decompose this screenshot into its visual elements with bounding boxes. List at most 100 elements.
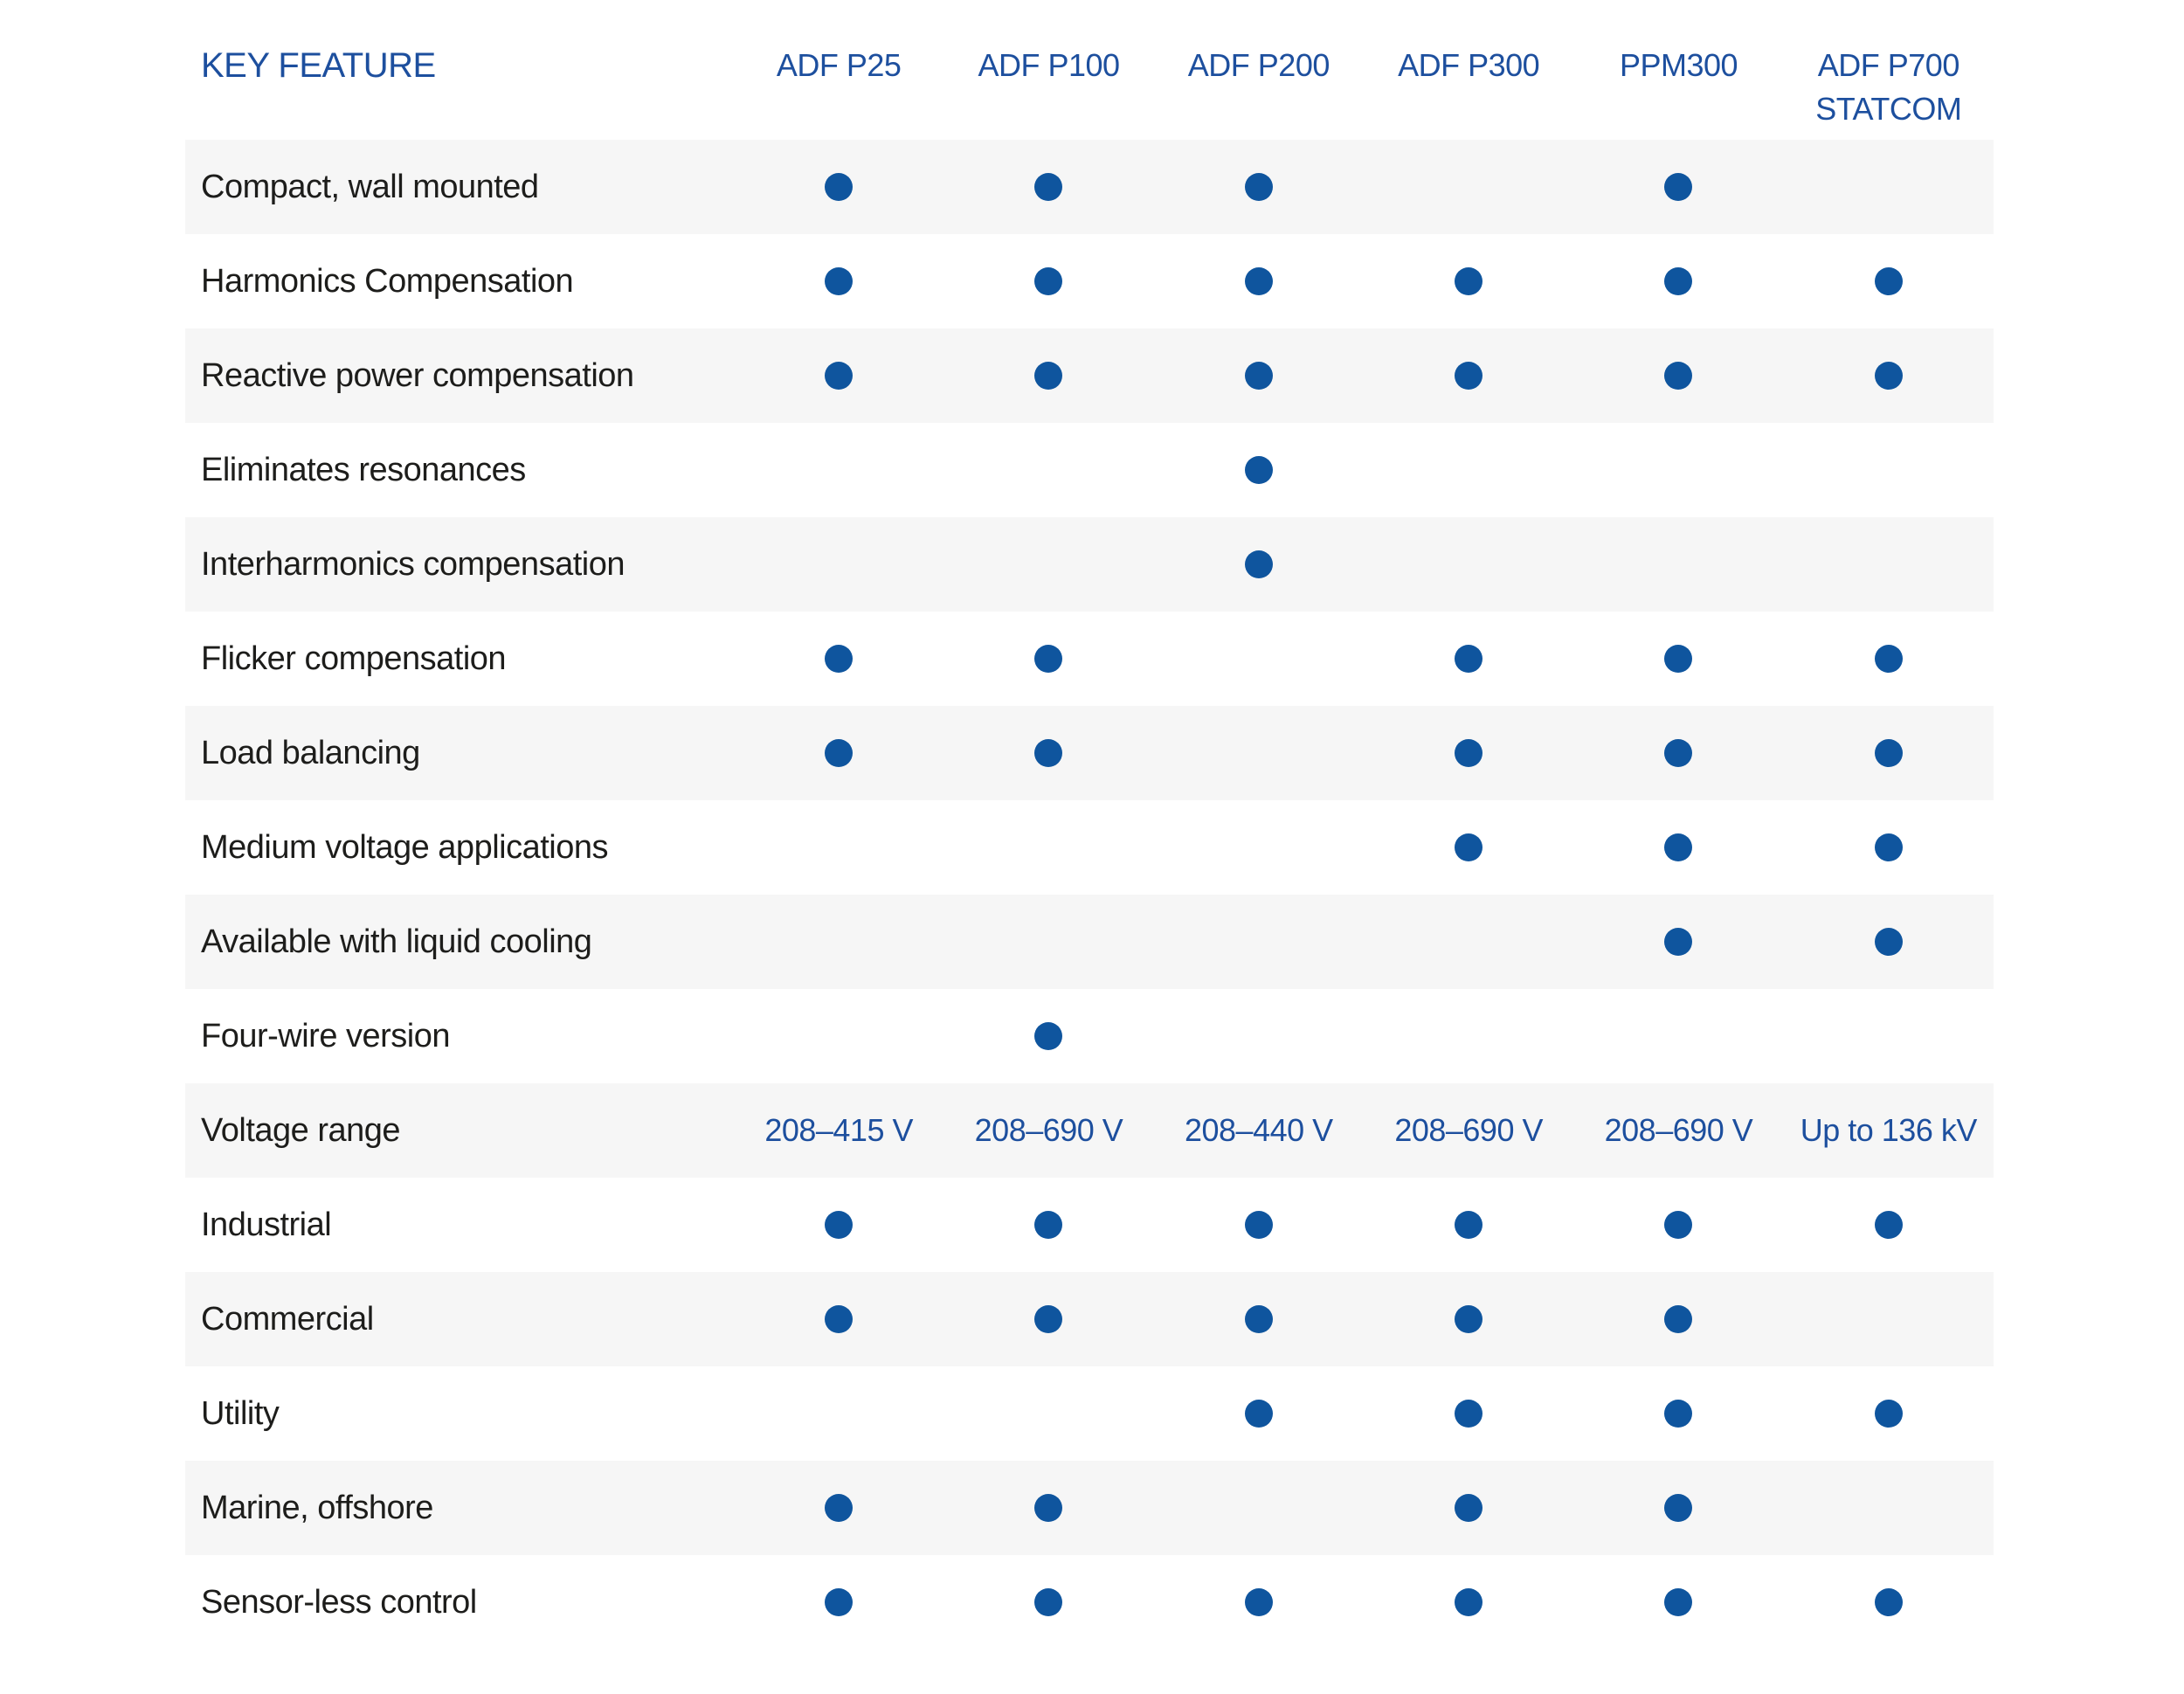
feature-dot-icon xyxy=(1034,1211,1063,1239)
feature-dot-icon xyxy=(1244,456,1273,484)
table-row: Load balancing xyxy=(185,706,1994,800)
feature-cell xyxy=(1784,833,1994,861)
feature-dot-icon xyxy=(1244,1211,1273,1239)
table-row: Marine, offshore xyxy=(185,1461,1994,1555)
feature-cell xyxy=(1154,1588,1364,1616)
feature-dot-icon xyxy=(1455,1211,1483,1239)
feature-cell xyxy=(943,1305,1153,1333)
feature-label: Harmonics Compensation xyxy=(201,262,574,300)
feature-dot-icon xyxy=(825,645,854,673)
feature-dot-icon xyxy=(1874,1211,1903,1239)
column-header-line1: ADF P100 xyxy=(978,47,1120,83)
feature-dot-icon xyxy=(1874,928,1903,956)
feature-cell xyxy=(943,173,1153,201)
feature-dot-icon xyxy=(825,1305,854,1333)
feature-dot-icon xyxy=(825,1211,854,1239)
table-row: Compact, wall mounted xyxy=(185,140,1994,234)
voltage-value: 208–690 V xyxy=(1604,1112,1753,1148)
feature-cell xyxy=(1784,928,1994,956)
voltage-value: 208–690 V xyxy=(974,1112,1123,1148)
table-body: Compact, wall mounted Harmonics Compensat… xyxy=(185,140,1994,1649)
feature-cell xyxy=(734,1494,943,1522)
feature-dot-icon xyxy=(1455,645,1483,673)
feature-dot-icon xyxy=(825,739,854,767)
feature-dot-icon xyxy=(1455,739,1483,767)
feature-cell xyxy=(1154,267,1364,295)
table-row: Four-wire version xyxy=(185,989,1994,1083)
feature-dot-icon xyxy=(1034,1305,1063,1333)
feature-dot-icon xyxy=(1034,1494,1063,1522)
feature-dot-icon xyxy=(1874,362,1903,390)
feature-cell xyxy=(1364,1588,1573,1616)
column-header-adf-p700-statcom: ADF P700 STATCOM xyxy=(1784,44,1994,131)
table-row: Available with liquid cooling xyxy=(185,895,1994,989)
feature-dot-icon xyxy=(825,1588,854,1616)
feature-header-cell: KEY FEATURE xyxy=(185,44,734,87)
feature-dot-icon xyxy=(1664,1588,1693,1616)
feature-cell xyxy=(1154,362,1364,390)
feature-cell xyxy=(1784,1400,1994,1428)
column-header-ppm300: PPM300 xyxy=(1573,44,1783,87)
feature-cell xyxy=(1573,833,1783,861)
feature-dot-icon xyxy=(1874,1588,1903,1616)
feature-dot-icon xyxy=(1874,645,1903,673)
feature-dot-icon xyxy=(1664,173,1693,201)
feature-label: Sensor-less control xyxy=(201,1583,477,1621)
feature-cell xyxy=(1784,362,1994,390)
feature-cell xyxy=(1573,928,1783,956)
feature-cell xyxy=(1364,1211,1573,1239)
feature-cell xyxy=(1573,1211,1783,1239)
feature-cell xyxy=(1364,1494,1573,1522)
feature-cell xyxy=(1573,739,1783,767)
feature-label: Interharmonics compensation xyxy=(201,545,625,583)
voltage-value-cell: Up to 136 kV xyxy=(1784,1112,1994,1149)
feature-cell xyxy=(1784,267,1994,295)
feature-dot-icon xyxy=(1664,739,1693,767)
feature-dot-icon xyxy=(825,267,854,295)
column-header-line2: STATCOM xyxy=(1815,91,1962,127)
voltage-value: 208–415 V xyxy=(764,1112,913,1148)
feature-cell xyxy=(943,739,1153,767)
feature-cell xyxy=(1784,739,1994,767)
feature-label: Utility xyxy=(201,1394,280,1432)
feature-cell xyxy=(943,267,1153,295)
feature-cell xyxy=(1573,267,1783,295)
feature-cell xyxy=(1154,1305,1364,1333)
column-header-line1: ADF P300 xyxy=(1398,47,1540,83)
feature-cell xyxy=(734,362,943,390)
feature-dot-icon xyxy=(1874,739,1903,767)
feature-cell xyxy=(1364,362,1573,390)
table-header: KEY FEATURE ADF P25 ADF P100 ADF P200 AD… xyxy=(185,0,1994,140)
feature-cell xyxy=(734,173,943,201)
feature-dot-icon xyxy=(1244,1305,1273,1333)
key-feature-heading: KEY FEATURE xyxy=(201,46,436,85)
column-header-adf-p200: ADF P200 xyxy=(1154,44,1364,87)
column-header-line1: ADF P700 xyxy=(1817,47,1960,83)
column-header-adf-p300: ADF P300 xyxy=(1364,44,1573,87)
feature-dot-icon xyxy=(1034,173,1063,201)
feature-dot-icon xyxy=(1034,1022,1063,1050)
feature-dot-icon xyxy=(1664,362,1693,390)
feature-cell xyxy=(1154,456,1364,484)
feature-dot-icon xyxy=(1244,173,1273,201)
voltage-value-cell: 208–690 V xyxy=(1573,1112,1783,1149)
feature-dot-icon xyxy=(1244,267,1273,295)
feature-dot-icon xyxy=(825,1494,854,1522)
feature-cell xyxy=(943,1494,1153,1522)
feature-dot-icon xyxy=(1455,362,1483,390)
comparison-table: KEY FEATURE ADF P25 ADF P100 ADF P200 AD… xyxy=(185,0,1994,1649)
feature-cell xyxy=(943,645,1153,673)
feature-label: Industrial xyxy=(201,1206,332,1243)
feature-cell xyxy=(943,1588,1153,1616)
feature-cell xyxy=(1364,267,1573,295)
feature-dot-icon xyxy=(1664,1305,1693,1333)
table-row: Utility xyxy=(185,1366,1994,1461)
voltage-value-cell: 208–690 V xyxy=(1364,1112,1573,1149)
feature-dot-icon xyxy=(1034,267,1063,295)
feature-dot-icon xyxy=(1034,739,1063,767)
feature-label: Commercial xyxy=(201,1300,374,1338)
feature-cell xyxy=(734,1305,943,1333)
voltage-value: 208–440 V xyxy=(1184,1112,1333,1148)
table-row: Medium voltage applications xyxy=(185,800,1994,895)
feature-cell xyxy=(734,267,943,295)
